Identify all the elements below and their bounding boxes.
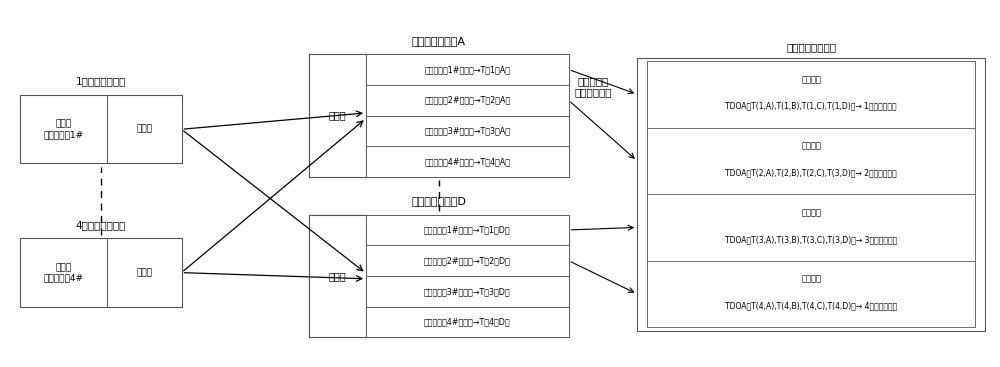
Text: 三边测量: 三边测量	[801, 142, 821, 151]
Bar	[309, 54, 366, 177]
Text: 超声波
伪随机编砃1#: 超声波 伪随机编砃1#	[43, 120, 84, 139]
Bar	[366, 215, 569, 245]
Bar	[366, 146, 569, 177]
Text: 三边测量: 三边测量	[801, 275, 821, 284]
Text: 声定位信标节点A: 声定位信标节点A	[412, 36, 466, 46]
Text: 三边测量: 三边测量	[801, 75, 821, 84]
Text: TDOA（T(4,A),T(4,B),T(4,C),T(4,D)）→ 4号终端的位置: TDOA（T(4,A),T(4,B),T(4,C),T(4,D)）→ 4号终端的…	[725, 301, 897, 310]
Text: 4号智能定位终端: 4号智能定位终端	[75, 220, 126, 230]
Text: 伪随机编砃1#接收机→T（1，D）: 伪随机编砃1#接收机→T（1，D）	[424, 225, 511, 235]
Text: 无线高精度
时间同步网络: 无线高精度 时间同步网络	[574, 76, 612, 97]
Text: 伪随机编砃3#接收机→T（3，A）: 伪随机编砃3#接收机→T（3，A）	[424, 127, 510, 135]
Text: 超声波
伪随机编砃4#: 超声波 伪随机编砃4#	[43, 263, 83, 282]
Bar	[366, 85, 569, 116]
Bar	[647, 128, 975, 194]
Bar	[637, 58, 985, 331]
Text: 三边测量: 三边测量	[801, 208, 821, 217]
Bar	[366, 245, 569, 276]
Bar	[309, 54, 569, 177]
Text: 伪随机编砃3#接收机→T（3，D）: 伪随机编砃3#接收机→T（3，D）	[424, 287, 511, 296]
Text: 1号智能定位终端: 1号智能定位终端	[75, 76, 126, 87]
Bar	[366, 54, 569, 85]
Text: 声定位信标节点D: 声定位信标节点D	[411, 196, 466, 206]
Text: 麦克风: 麦克风	[329, 271, 346, 281]
Bar	[647, 261, 975, 327]
Text: 伪随机编砃4#接收机→T（4，D）: 伪随机编砃4#接收机→T（4，D）	[424, 317, 511, 327]
Bar	[309, 215, 569, 338]
Bar	[309, 215, 366, 338]
Bar	[20, 95, 182, 163]
Text: TDOA（T(2,A),T(2,B),T(2,C),T(3,D)）→ 2号终端的位置: TDOA（T(2,A),T(2,B),T(2,C),T(3,D)）→ 2号终端的…	[725, 168, 897, 177]
Text: 麦克风: 麦克风	[329, 110, 346, 121]
Text: 无线数据传输基站: 无线数据传输基站	[786, 42, 836, 52]
Bar	[366, 307, 569, 338]
Text: TDOA（T(3,A),T(3,B),T(3,C),T(3,D)）→ 3号终端的位置: TDOA（T(3,A),T(3,B),T(3,C),T(3,D)）→ 3号终端的…	[725, 235, 897, 244]
Bar	[647, 194, 975, 261]
Text: 伪随机编砃2#接收机→T（2，D）: 伪随机编砃2#接收机→T（2，D）	[424, 256, 511, 265]
Text: 伪随机编砃4#接收机→T（4，A）: 伪随机编砃4#接收机→T（4，A）	[424, 157, 510, 166]
Text: 扬声器: 扬声器	[136, 125, 152, 134]
Text: TDOA（T(1,A),T(1,B),T(1,C),T(1,D)）→ 1号终端的位置: TDOA（T(1,A),T(1,B),T(1,C),T(1,D)）→ 1号终端的…	[725, 102, 897, 111]
Text: 扬声器: 扬声器	[136, 268, 152, 277]
Bar	[647, 61, 975, 128]
Bar	[20, 239, 182, 307]
Text: 伪随机编砃2#接收机→T（2，A）: 伪随机编砃2#接收机→T（2，A）	[424, 96, 510, 105]
Bar	[647, 61, 975, 327]
Bar	[366, 276, 569, 307]
Text: 伪随机编砃1#接收机→T（1，A）: 伪随机编砃1#接收机→T（1，A）	[424, 65, 510, 74]
Bar	[366, 116, 569, 146]
